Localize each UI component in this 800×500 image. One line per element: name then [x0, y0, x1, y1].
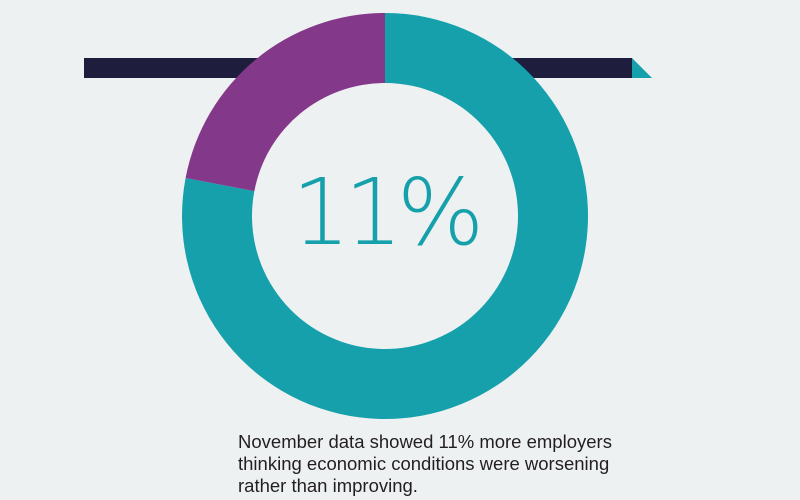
- caption-line-2: thinking economic conditions were worsen…: [238, 453, 610, 474]
- banner-tab: [632, 58, 652, 78]
- center-value-label: 11%: [292, 159, 478, 266]
- caption-line-1: November data showed 11% more employers: [238, 431, 612, 452]
- donut-slices: [181, 13, 588, 420]
- caption-line-3: rather than improving.: [238, 475, 418, 496]
- caption: November data showed 11% more employers …: [238, 431, 668, 497]
- donut-slice-1: [181, 13, 588, 420]
- donut-slice-2: [185, 13, 385, 192]
